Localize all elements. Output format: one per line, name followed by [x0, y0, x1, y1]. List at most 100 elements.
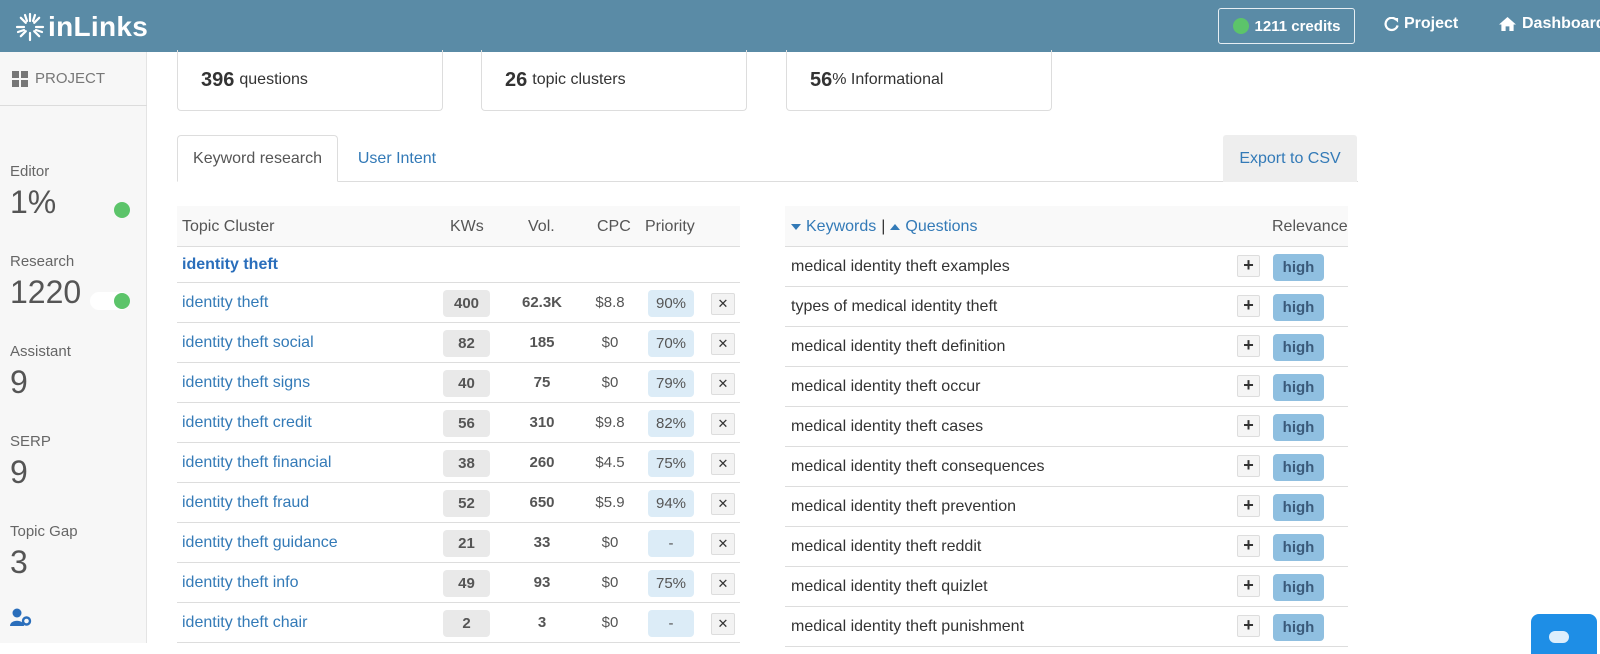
sidebar-project-label: PROJECT: [35, 70, 106, 87]
cpc-value: $0: [601, 574, 619, 591]
topic-cluster-table: Topic Cluster KWs Vol. CPC Priority iden…: [177, 206, 740, 643]
sidebar-metric-editor[interactable]: Editor 1%: [10, 163, 130, 221]
sidebar-metric-topic-gap[interactable]: Topic Gap 3: [10, 523, 78, 581]
tab-keyword-research[interactable]: Keyword research: [177, 135, 338, 182]
table-row: medical identity theft cases + high: [785, 407, 1348, 447]
logo[interactable]: inLinks: [14, 10, 148, 44]
stat-unit: topic clusters: [532, 71, 626, 88]
delete-button[interactable]: ✕: [711, 373, 735, 395]
metric-value: 1220: [10, 274, 82, 310]
question-text: medical identity theft examples: [791, 258, 1010, 275]
cluster-name-link[interactable]: identity theft info: [182, 574, 299, 591]
add-button[interactable]: +: [1237, 615, 1260, 637]
delete-button[interactable]: ✕: [711, 493, 735, 515]
status-dot: [114, 202, 130, 218]
add-button[interactable]: +: [1237, 455, 1260, 477]
add-button[interactable]: +: [1237, 535, 1260, 557]
metric-label: Research: [10, 253, 75, 270]
column-header-cpc[interactable]: CPC: [597, 218, 631, 235]
table-row: identity theft credit 56 310 $9.8 82% ✕: [177, 403, 740, 443]
kws-badge: 38: [443, 450, 490, 477]
nav-dashboard-link[interactable]: Dashboard: [1498, 15, 1600, 33]
user-settings-icon[interactable]: [10, 608, 32, 626]
delete-button[interactable]: ✕: [711, 453, 735, 475]
stat-card-questions: 396 questions: [177, 50, 443, 111]
priority-badge: -: [648, 530, 694, 557]
cluster-name-link[interactable]: identity theft guidance: [182, 534, 338, 551]
cluster-name-link[interactable]: identity theft social: [182, 334, 314, 351]
question-text: medical identity theft occur: [791, 378, 981, 395]
delete-button[interactable]: ✕: [711, 613, 735, 635]
cluster-name-link[interactable]: identity theft chair: [182, 614, 308, 631]
table-row: identity theft 400 62.3K $8.8 90% ✕: [177, 283, 740, 323]
table-row: identity theft fraud 52 650 $5.9 94% ✕: [177, 483, 740, 523]
tab-user-intent[interactable]: User Intent: [357, 149, 437, 167]
questions-table: Keywords | Questions Relevance medical i…: [785, 206, 1348, 647]
question-text: medical identity theft consequences: [791, 458, 1045, 475]
kws-badge: 82: [443, 330, 490, 357]
relevance-badge: high: [1273, 414, 1324, 441]
delete-button[interactable]: ✕: [711, 533, 735, 555]
delete-button[interactable]: ✕: [711, 293, 735, 315]
metric-label: Assistant: [10, 343, 71, 360]
table-row: identity theft chair 2 3 $0 - ✕: [177, 603, 740, 643]
questions-sort-link[interactable]: Questions: [905, 218, 978, 235]
priority-badge: 82%: [648, 410, 694, 437]
add-button[interactable]: +: [1237, 495, 1260, 517]
metric-value: 9: [10, 454, 28, 490]
column-header-topic[interactable]: Topic Cluster: [182, 218, 275, 235]
add-button[interactable]: +: [1237, 255, 1260, 277]
column-header-kws[interactable]: KWs: [450, 218, 484, 235]
delete-button[interactable]: ✕: [711, 333, 735, 355]
column-header-relevance: Relevance: [1272, 218, 1348, 235]
cluster-name-link[interactable]: identity theft credit: [182, 414, 312, 431]
cluster-group-row: identity theft: [177, 247, 740, 283]
delete-button[interactable]: ✕: [711, 413, 735, 435]
metric-value: 9: [10, 364, 28, 400]
add-button[interactable]: +: [1237, 415, 1260, 437]
sidebar: PROJECT Editor 1% Research 1220 Assistan…: [0, 52, 147, 643]
nav-project-label: Project: [1404, 15, 1459, 32]
separator: |: [881, 218, 886, 235]
sidebar-metric-assistant[interactable]: Assistant 9: [10, 343, 71, 401]
table-header: Keywords | Questions Relevance: [785, 206, 1348, 247]
table-row: types of medical identity theft + high: [785, 287, 1348, 327]
cluster-name-link[interactable]: identity theft: [182, 294, 269, 311]
stat-number: 396: [201, 68, 235, 91]
cluster-name-link[interactable]: identity theft fraud: [182, 494, 310, 511]
priority-badge: -: [648, 610, 694, 637]
kws-badge: 40: [443, 370, 490, 397]
table-row: medical identity theft definition + high: [785, 327, 1348, 367]
relevance-badge: high: [1273, 454, 1324, 481]
add-button[interactable]: +: [1237, 575, 1260, 597]
cluster-name-link[interactable]: identity theft signs: [182, 374, 311, 391]
keywords-sort-link[interactable]: Keywords: [806, 218, 877, 235]
sidebar-project-link[interactable]: PROJECT: [12, 70, 105, 87]
sidebar-metric-research[interactable]: Research 1220: [10, 253, 130, 311]
metric-value: 1%: [10, 184, 57, 220]
add-button[interactable]: +: [1237, 375, 1260, 397]
column-header-priority[interactable]: Priority: [645, 218, 695, 235]
caret-down-icon: [791, 224, 801, 230]
delete-button[interactable]: ✕: [711, 573, 735, 595]
cpc-value: $0: [601, 534, 619, 551]
sidebar-metric-serp[interactable]: SERP 9: [10, 433, 51, 491]
stat-number: 26: [505, 68, 528, 91]
cpc-value: $0: [601, 334, 619, 351]
tab-divider: [177, 181, 1358, 182]
add-button[interactable]: +: [1237, 335, 1260, 357]
add-button[interactable]: +: [1237, 295, 1260, 317]
cpc-value: $0: [601, 614, 619, 631]
nav-project-link[interactable]: Project: [1384, 15, 1458, 33]
stat-unit: % Informational: [832, 71, 944, 88]
credits-button[interactable]: 1211 credits: [1218, 8, 1355, 44]
credits-status-dot: [1232, 18, 1249, 34]
refresh-icon: [1384, 16, 1399, 31]
priority-badge: 75%: [648, 450, 694, 477]
kws-badge: 400: [443, 290, 490, 317]
column-header-vol[interactable]: Vol.: [528, 218, 555, 235]
chat-widget-button[interactable]: [1531, 614, 1597, 654]
cluster-name-link[interactable]: identity theft financial: [182, 454, 332, 471]
cluster-group-title[interactable]: identity theft: [182, 256, 278, 273]
export-csv-button[interactable]: Export to CSV: [1223, 135, 1357, 182]
